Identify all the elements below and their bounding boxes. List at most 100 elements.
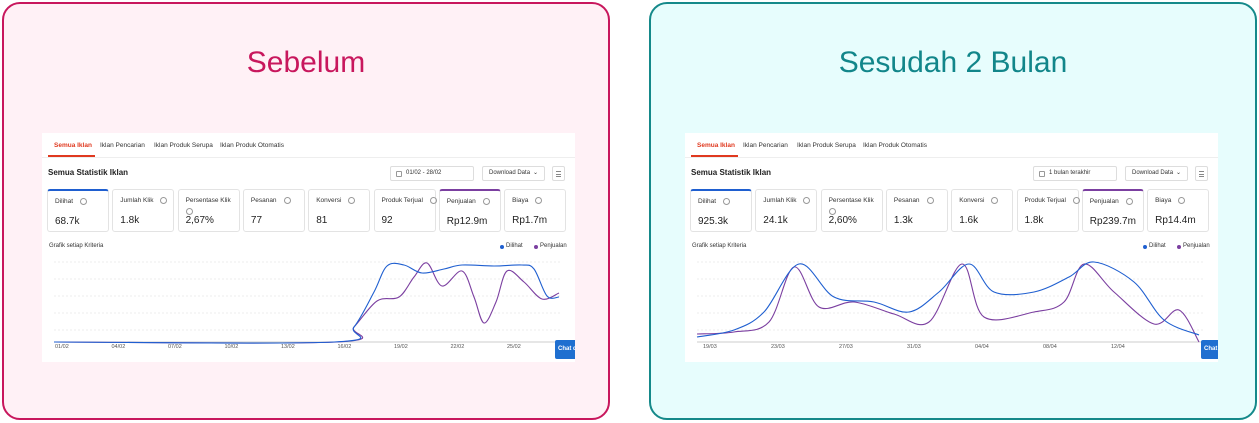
metric-card[interactable]: Dilihat 925.3k (690, 189, 752, 232)
metric-card[interactable]: Persentase Klik 2,60% (820, 189, 883, 232)
metric-value: Rp1.7m (512, 215, 548, 226)
metric-card[interactable]: Konversi 1.6k (951, 189, 1014, 232)
tab[interactable]: Iklan Pencarian (743, 142, 788, 149)
metric-card[interactable]: Jumlah Klik 1.8k (112, 189, 175, 232)
chat-text: Chat d (558, 346, 575, 352)
metric-label: Persentase Klik (828, 197, 874, 204)
menu-button[interactable] (552, 166, 565, 181)
metric-label: Penjualan (446, 198, 476, 205)
menu-button[interactable] (1195, 166, 1208, 181)
menu-bar (556, 173, 561, 175)
metric-card[interactable]: Pesanan 1.3k (885, 189, 948, 232)
menu-bar (556, 171, 561, 172)
menu-bar (556, 176, 561, 177)
metric-label: Biaya (1155, 197, 1172, 204)
help-icon (535, 197, 543, 204)
tab-divider (685, 157, 1218, 158)
help-icon (723, 198, 730, 205)
x-tick-label: 13/02 (281, 344, 295, 350)
x-tick-label: 31/03 (907, 344, 921, 350)
series-line (53, 262, 560, 344)
help-icon (185, 208, 193, 215)
legend-dot (534, 244, 538, 249)
help-icon (991, 197, 999, 204)
date-filter[interactable]: 1 bulan terakhir (1033, 166, 1117, 181)
metric-value: 1.3k (893, 215, 913, 226)
date-filter-text: 1 bulan terakhir (1049, 170, 1091, 176)
metric-card[interactable]: Jumlah Klik 24.1k (755, 189, 818, 232)
help-icon (926, 197, 934, 204)
x-tick-label: 08/04 (1043, 344, 1057, 350)
x-tick-label: 07/02 (168, 344, 182, 350)
metric-label: Pesanan (250, 197, 277, 204)
date-filter[interactable]: 01/02 - 28/02 (390, 166, 474, 181)
tab[interactable]: Iklan Produk Otomatis (863, 142, 927, 149)
tab-divider (42, 157, 575, 158)
series-line (696, 263, 1200, 343)
calendar-icon (396, 170, 402, 177)
download-button[interactable]: Download Data ⌄ (482, 166, 545, 181)
line-chart (696, 261, 1205, 343)
metric-label: Produk Terjual (1024, 197, 1066, 204)
calendar-icon (1039, 170, 1045, 177)
tab[interactable]: Semua Iklan (697, 142, 735, 149)
metric-value: Rp14.4m (1155, 215, 1196, 226)
x-tick-label: 12/04 (1111, 344, 1125, 350)
tab-underline (48, 155, 95, 157)
metric-value: 2,67% (185, 215, 214, 226)
tab[interactable]: Iklan Produk Serupa (797, 142, 856, 149)
metric-value: 1.6k (959, 215, 979, 226)
metric-card[interactable]: Penjualan Rp12.9m (438, 189, 501, 232)
panel: Sebelum Semua Iklan Iklan Pencarian Iklan P… (2, 2, 610, 420)
legend-label: Dilihat (1149, 243, 1166, 249)
metric-value: Rp239.7m (1089, 216, 1136, 227)
section-title: Semua Statistik Iklan (48, 168, 129, 177)
legend-dot (500, 244, 504, 249)
tab[interactable]: Semua Iklan (54, 142, 92, 149)
metric-card[interactable]: Pesanan 77 (242, 189, 305, 232)
tab[interactable]: Iklan Produk Serupa (154, 142, 213, 149)
metric-label: Konversi (959, 197, 985, 204)
x-tick-label: 23/03 (771, 344, 785, 350)
metric-card[interactable]: Konversi 81 (308, 189, 371, 232)
metric-value: Rp12.9m (446, 216, 488, 227)
help-icon (803, 197, 811, 204)
chart-title: Grafik setiap Kriteria (49, 243, 104, 249)
download-button[interactable]: Download Data ⌄ (1125, 166, 1188, 181)
metric-card[interactable]: Biaya Rp14.4m (1147, 189, 1210, 232)
help-icon (482, 198, 490, 205)
help-icon (1125, 198, 1133, 205)
metric-card[interactable]: Penjualan Rp239.7m (1081, 189, 1144, 232)
help-icon (160, 197, 168, 204)
help-icon (828, 208, 836, 215)
help-icon (348, 197, 356, 204)
x-tick-label: 16/02 (337, 344, 352, 350)
chat-button[interactable]: Chat d (1201, 340, 1218, 359)
metric-card[interactable]: Persentase Klik 2,67% (177, 189, 240, 232)
chart-title: Grafik setiap Kriteria (692, 243, 747, 249)
menu-bar (1199, 171, 1204, 172)
x-tick-label: 04/04 (975, 344, 989, 350)
metric-card[interactable]: Biaya Rp1.7m (504, 189, 567, 232)
chat-button[interactable]: Chat d (555, 340, 575, 359)
dashboard-card: Semua Iklan Iklan Pencarian Iklan Produk S… (42, 133, 575, 362)
metric-card[interactable]: Produk Terjual 1.8k (1016, 189, 1080, 232)
tab-underline (691, 155, 738, 157)
metric-label: Biaya (512, 197, 529, 204)
metric-card[interactable]: Produk Terjual 92 (373, 189, 437, 232)
download-text: Download Data (1132, 170, 1174, 176)
tab[interactable]: Iklan Produk Otomatis (220, 142, 284, 149)
line-chart (53, 261, 562, 344)
chat-text: Chat d (1204, 346, 1218, 352)
help-icon (80, 198, 87, 205)
help-icon (1072, 197, 1080, 204)
metric-card[interactable]: Dilihat 68.7k (47, 189, 109, 232)
metric-label: Dilihat (55, 198, 74, 205)
x-tick-label: 25/02 (507, 344, 521, 350)
help-icon (283, 197, 291, 204)
metric-value: 24.1k (763, 215, 788, 226)
metric-value: 1.8k (1024, 215, 1044, 226)
tab[interactable]: Iklan Pencarian (100, 142, 145, 149)
x-tick-label: 10/02 (224, 344, 239, 350)
